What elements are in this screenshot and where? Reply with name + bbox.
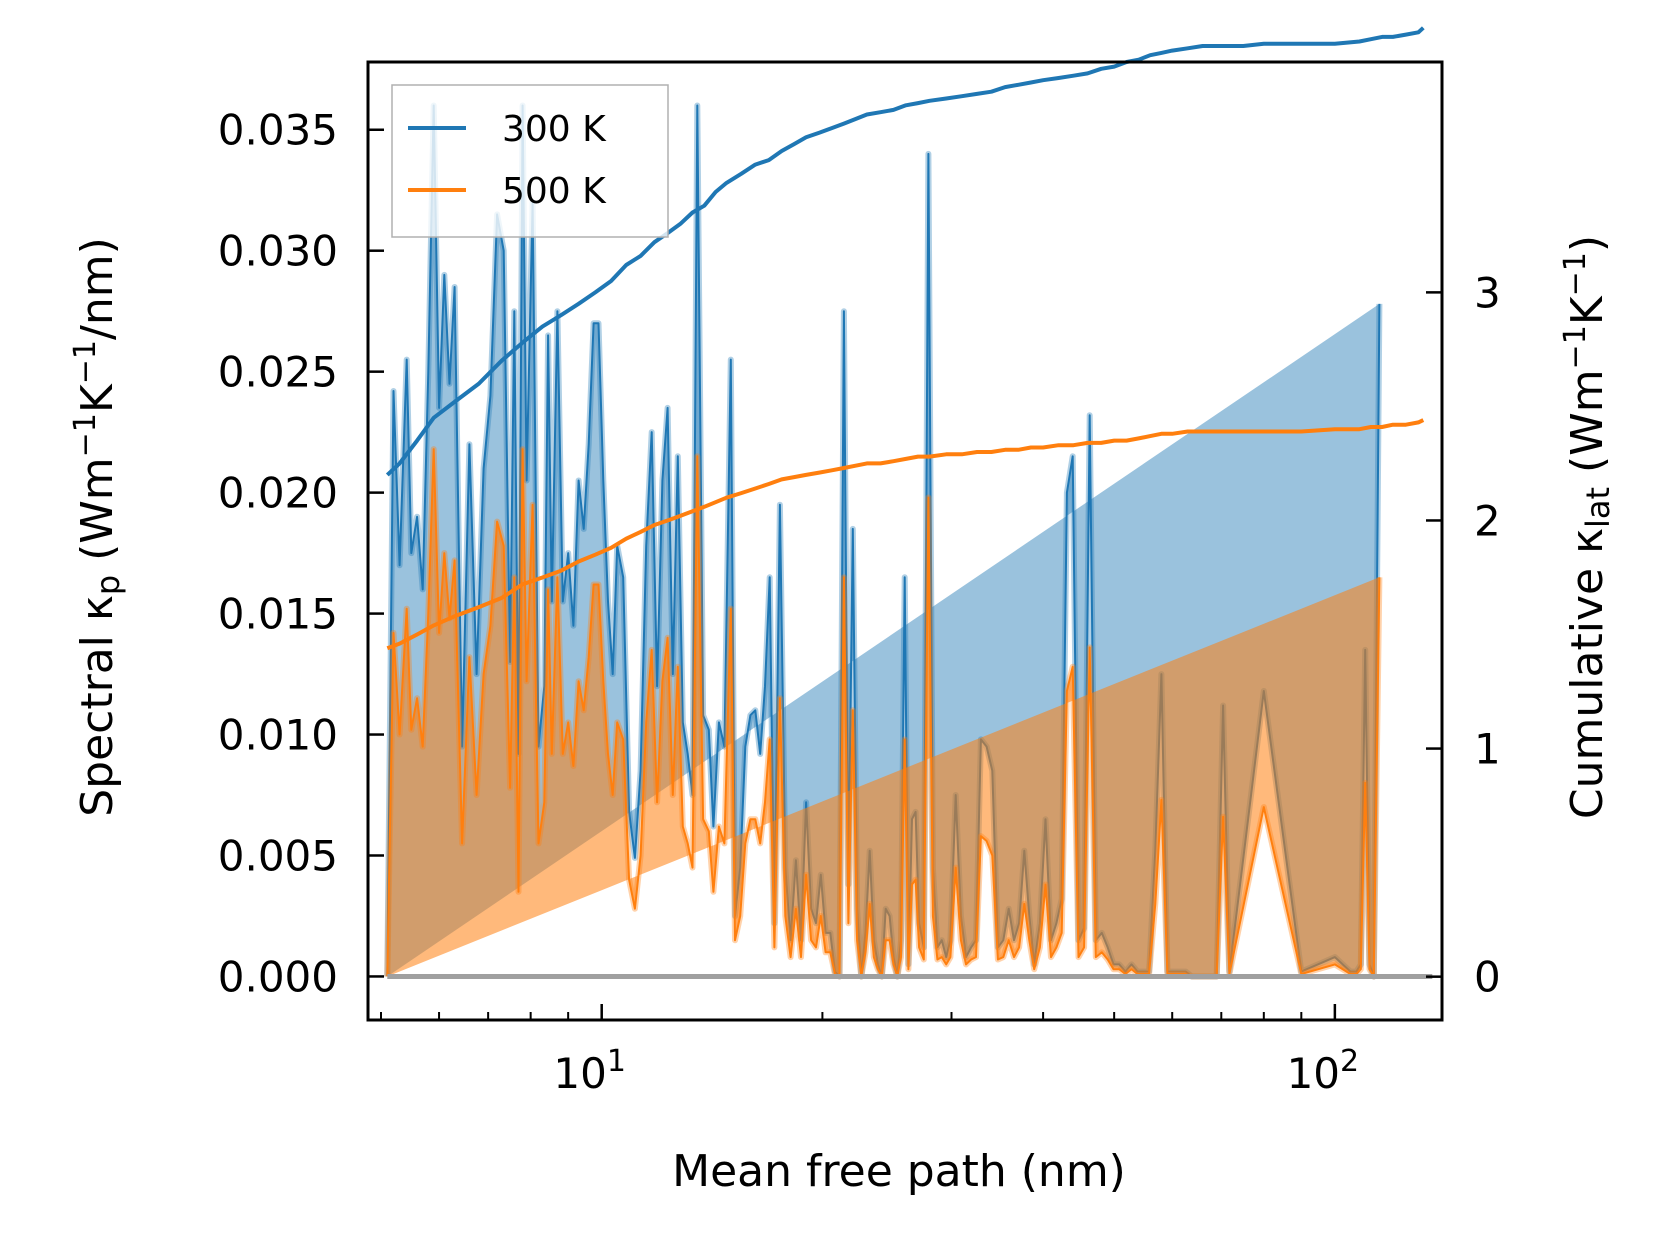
right-y-label-sup2: −1 xyxy=(1558,252,1593,296)
right-y-label-main: Cumulative κ xyxy=(1562,528,1613,819)
left-y-tick-label: 0.010 xyxy=(218,711,338,760)
left-y-tick-label: 0.005 xyxy=(218,831,338,880)
left-y-label-end: /nm) xyxy=(72,237,123,340)
left-y-label-sub: p xyxy=(89,575,127,595)
legend-label: 300 K xyxy=(502,109,607,150)
axis-ticks: 0.000 0.005 0.010 0.015 0.020 0.025 0.030 0.035… xyxy=(218,106,1501,1098)
spectral-fills xyxy=(384,102,1433,980)
x-tick-label: 101 xyxy=(553,1044,626,1099)
right-y-axis-label: Cumulative κlat (Wm−1K−1) xyxy=(1558,235,1618,819)
legend-box xyxy=(391,84,669,238)
legend-label: 500 K xyxy=(502,171,607,212)
left-y-tick-label: 0.000 xyxy=(218,952,338,1001)
right-y-tick-label: 2 xyxy=(1474,496,1501,545)
right-y-tick-label: 3 xyxy=(1474,268,1501,317)
data-lines xyxy=(385,26,1425,651)
left-y-tick-label: 0.025 xyxy=(218,348,338,397)
cumulative-line-300-k xyxy=(385,26,1425,477)
right-y-label-mid: K xyxy=(1562,295,1613,325)
left-y-tick-label: 0.015 xyxy=(218,590,338,639)
left-y-label-sup1: −1 xyxy=(68,413,103,457)
left-y-label-sup2: −1 xyxy=(68,340,103,384)
left-y-label-units: (Wm xyxy=(72,457,123,575)
x-tick-label: 102 xyxy=(1287,1044,1360,1099)
legend: 300 K 500 K xyxy=(391,84,669,238)
cumulative-line-500-k xyxy=(386,418,1425,651)
right-y-label-end: ) xyxy=(1562,235,1613,252)
right-y-tick-label: 0 xyxy=(1474,953,1501,1002)
spectral-line-500-k xyxy=(386,448,1381,978)
x-axis-label: Mean free path (nm) xyxy=(672,1146,1126,1197)
right-y-label-sup1: −1 xyxy=(1558,325,1593,369)
left-y-label-mid: K xyxy=(72,383,123,413)
left-y-axis-label: Spectral κp (Wm−1K−1/nm) xyxy=(68,237,128,817)
right-y-tick-label: 1 xyxy=(1474,725,1501,774)
spectral-area-500-k xyxy=(387,449,1380,977)
left-y-tick-label: 0.020 xyxy=(218,469,338,518)
right-y-label-units: (Wm xyxy=(1562,369,1613,487)
left-y-tick-label: 0.030 xyxy=(218,227,338,276)
left-y-tick-label: 0.035 xyxy=(218,106,338,155)
right-y-label-sub: lat xyxy=(1579,487,1617,528)
plot-frame xyxy=(366,60,1444,1022)
left-y-label-main: Spectral κ xyxy=(72,595,123,817)
